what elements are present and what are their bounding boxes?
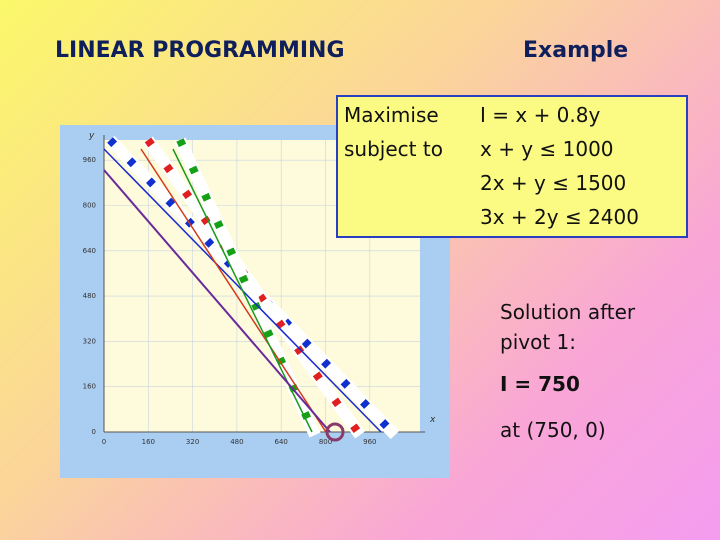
objective-line — [103, 169, 331, 433]
problem-box: Maximise I = x + 0.8y subject to x + y ≤… — [336, 95, 688, 238]
solution-heading: pivot 1: — [500, 330, 576, 354]
y-tick-label: 320 — [83, 337, 96, 345]
solution-heading: Solution after — [500, 300, 636, 324]
x-tick-label: 800 — [319, 438, 332, 446]
slide-subtitle: Example — [523, 38, 629, 63]
constraint: x + y ≤ 1000 — [480, 137, 614, 161]
solution-point: at (750, 0) — [500, 418, 606, 442]
x-tick-label: 960 — [363, 438, 376, 446]
x-tick-label: 160 — [142, 438, 155, 446]
objective: I = x + 0.8y — [480, 103, 601, 127]
constraint-line — [140, 148, 327, 433]
x-tick-label: 640 — [275, 438, 288, 446]
y-tick-label: 0 — [92, 428, 96, 436]
solution-value: I = 750 — [500, 372, 580, 396]
optimum-marker — [325, 422, 345, 442]
x-tick-label: 0 — [102, 438, 106, 446]
y-tick-label: 960 — [83, 156, 96, 164]
constraint: 3x + 2y ≤ 2400 — [480, 205, 639, 229]
y-tick-label: 480 — [83, 292, 96, 300]
objective-keyword: Maximise — [344, 103, 439, 127]
slide-title: LINEAR PROGRAMMING — [55, 38, 345, 63]
constraint: 2x + y ≤ 1500 — [480, 171, 627, 195]
x-tick-label: 480 — [230, 438, 243, 446]
constraint-hatch — [107, 137, 398, 438]
y-tick-label: 800 — [83, 202, 96, 210]
constraint-keyword: subject to — [344, 137, 443, 161]
constraint-hatch — [176, 138, 319, 437]
y-axis-label: y — [88, 131, 95, 141]
y-tick-label: 640 — [83, 247, 96, 255]
x-tick-label: 320 — [186, 438, 199, 446]
y-tick-label: 160 — [83, 383, 96, 391]
x-axis-label: x — [429, 415, 436, 425]
